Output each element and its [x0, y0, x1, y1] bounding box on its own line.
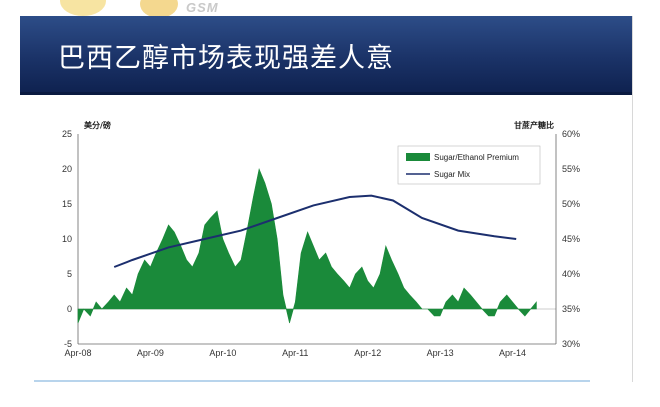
logo: GSM [60, 0, 300, 22]
right-tick-label: 60% [562, 129, 580, 139]
left-tick-label: 10 [62, 234, 72, 244]
slide-title: 巴西乙醇市场表现强差人意 [58, 43, 394, 74]
footer-rule [34, 380, 590, 382]
left-tick-label: -5 [64, 339, 72, 349]
right-tick-label: 40% [562, 269, 580, 279]
legend-label-sugar-mix: Sugar Mix [434, 170, 470, 179]
left-tick-label: 5 [67, 269, 72, 279]
legend-swatch-premium [406, 153, 430, 161]
right-tick-label: 50% [562, 199, 580, 209]
legend-label-premium: Sugar/Ethanol Premium [434, 153, 519, 162]
x-tick-label: Apr-14 [499, 348, 526, 358]
x-tick-label: Apr-09 [137, 348, 164, 358]
left-tick-label: 0 [67, 304, 72, 314]
slide-header: 巴西乙醇市场表现强差人意 [20, 16, 632, 95]
x-tick-label: Apr-12 [354, 348, 381, 358]
logo-shape [60, 0, 106, 16]
right-tick-label: 45% [562, 234, 580, 244]
x-tick-label: Apr-11 [282, 348, 308, 358]
left-axis-unit: 美分/磅 [84, 120, 111, 130]
left-tick-label: 25 [62, 129, 72, 139]
logo-text: GSM [186, 0, 219, 15]
left-tick-label: 20 [62, 164, 72, 174]
logo-shape-2 [140, 0, 178, 18]
x-tick-label: Apr-10 [209, 348, 236, 358]
series-line-sugar-mix [113, 194, 517, 268]
legend: Sugar/Ethanol Premium Sugar Mix [397, 145, 541, 185]
right-tick-label: 55% [562, 164, 580, 174]
legend-box [397, 145, 541, 185]
slide: 巴西乙醇市场表现强差人意 [20, 16, 633, 382]
x-tick-label: Apr-08 [64, 348, 91, 358]
series-area-sugar-ethanol-premium [77, 167, 537, 324]
right-tick-label: 35% [562, 304, 580, 314]
left-tick-label: 15 [62, 199, 72, 209]
right-axis-unit: 甘蔗产糖比 [514, 120, 554, 130]
x-tick-label: Apr-13 [427, 348, 454, 358]
right-tick-label: 30% [562, 339, 580, 349]
